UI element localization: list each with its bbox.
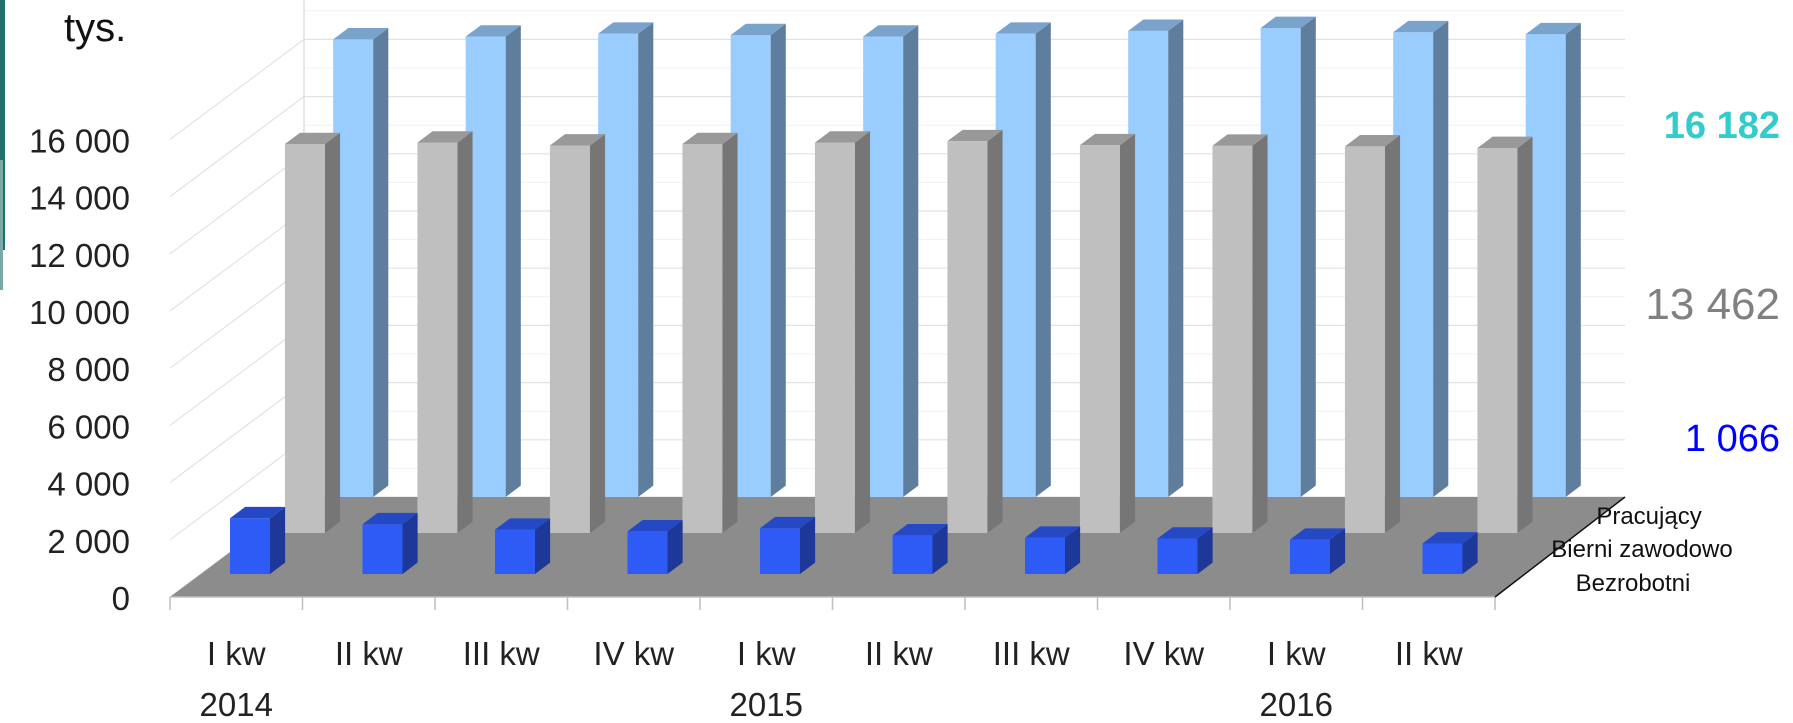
bar-bierni-zawodowo-10 bbox=[1477, 136, 1533, 534]
bar-bierni-zawodowo-6 bbox=[947, 129, 1003, 533]
left-accent-bar-secondary bbox=[0, 160, 3, 290]
bar-pracujacy-2 bbox=[465, 25, 521, 497]
bar-bierni-zawodowo-2 bbox=[417, 131, 473, 534]
depth-axis-line bbox=[1494, 496, 1626, 598]
labels: Bezrobotni Bierni zawodowo Pracujący 16 182… bbox=[1551, 105, 1780, 597]
bar-bierni-zawodowo-7 bbox=[1079, 133, 1136, 533]
x-tick-label: I kw bbox=[207, 635, 266, 672]
y-tick-label: 8 000 bbox=[47, 351, 130, 388]
x-tick-label: I kw bbox=[1267, 635, 1326, 672]
year-label: 2015 bbox=[730, 686, 803, 723]
bar-bezrobotni-7 bbox=[1025, 526, 1081, 574]
left-accent-bar bbox=[0, 0, 5, 250]
bar-bezrobotni-10 bbox=[1422, 532, 1478, 574]
year-label: 2014 bbox=[200, 686, 273, 723]
bar-bezrobotni-9 bbox=[1290, 528, 1346, 574]
y-tick-label: 10 000 bbox=[29, 294, 130, 331]
y-tick-label: 4 000 bbox=[47, 466, 130, 503]
x-tick-label: II kw bbox=[865, 635, 933, 672]
end-label-bierni-zawodowo: 13 462 bbox=[1645, 280, 1780, 329]
y-tick-label: 2 000 bbox=[47, 523, 130, 560]
bar-bierni-zawodowo-8 bbox=[1212, 134, 1268, 534]
bar-bezrobotni-8 bbox=[1157, 527, 1213, 574]
bar-bezrobotni-2 bbox=[362, 512, 418, 574]
x-tick-label: IV kw bbox=[593, 635, 674, 672]
end-label-bezrobotni: 1 066 bbox=[1685, 418, 1780, 460]
bar-bierni-zawodowo-3 bbox=[549, 134, 606, 533]
x-tick-label: IV kw bbox=[1123, 635, 1204, 672]
bar-bierni-zawodowo-4 bbox=[682, 132, 738, 534]
bar-pracujacy-5 bbox=[863, 25, 919, 497]
series-label-pracujacy: Pracujący bbox=[1596, 503, 1701, 530]
y-tick-label: 16 000 bbox=[29, 122, 130, 159]
bar-bierni-zawodowo-1 bbox=[284, 132, 341, 534]
bars bbox=[230, 16, 1581, 574]
y-tick-label: 6 000 bbox=[47, 408, 130, 445]
x-tick-label: III kw bbox=[993, 635, 1070, 672]
unit-label: tys. bbox=[64, 6, 127, 50]
x-tick-label: I kw bbox=[737, 635, 796, 672]
end-label-pracujacy: 16 182 bbox=[1664, 105, 1780, 147]
x-tick-label: II kw bbox=[1395, 635, 1463, 672]
year-label: 2016 bbox=[1260, 686, 1333, 723]
bar-pracujacy-8 bbox=[1260, 16, 1316, 498]
bar-bierni-zawodowo-9 bbox=[1344, 134, 1401, 533]
bar-bierni-zawodowo-5 bbox=[814, 131, 871, 534]
bar-bezrobotni-1 bbox=[230, 506, 286, 574]
bar-pracujacy-1 bbox=[333, 28, 389, 498]
bar-pracujacy-4 bbox=[730, 23, 786, 498]
bar-bezrobotni-3 bbox=[495, 518, 551, 574]
bar-pracujacy-6 bbox=[995, 22, 1051, 498]
bar-pracujacy-7 bbox=[1128, 19, 1184, 497]
series-label-bezrobotni: Bezrobotni bbox=[1576, 570, 1691, 597]
bar-bezrobotni-4 bbox=[627, 520, 683, 574]
bar-pracujacy-10 bbox=[1525, 22, 1581, 498]
y-tick-label: 0 bbox=[112, 580, 130, 617]
x-tick-label: II kw bbox=[335, 635, 403, 672]
y-tick-label: 14 000 bbox=[29, 180, 130, 217]
y-tick-label: 12 000 bbox=[29, 237, 130, 274]
bar-bezrobotni-5 bbox=[760, 516, 816, 574]
bar-bezrobotni-6 bbox=[892, 524, 948, 574]
bar-pracujacy-3 bbox=[598, 22, 654, 498]
axes: 0 2 000 4 000 6 000 8 000 10 000 12 000 14 000 1… bbox=[29, 122, 1626, 723]
series-label-bierni-zawodowo: Bierni zawodowo bbox=[1551, 536, 1732, 563]
x-tick-label: III kw bbox=[463, 635, 540, 672]
bar-pracujacy-9 bbox=[1393, 20, 1449, 497]
